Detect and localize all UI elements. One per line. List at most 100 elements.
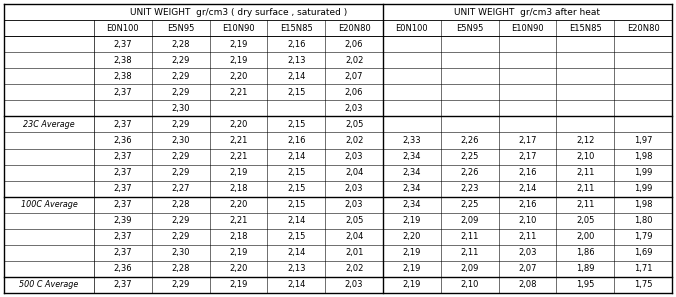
Text: 2,33: 2,33 [403, 136, 421, 145]
Text: 2,14: 2,14 [287, 280, 306, 290]
Text: 2,14: 2,14 [287, 152, 306, 161]
Text: 2,21: 2,21 [229, 88, 247, 97]
Text: 2,02: 2,02 [345, 264, 363, 274]
Text: 2,12: 2,12 [576, 136, 594, 145]
Text: 1,80: 1,80 [634, 216, 652, 225]
Text: 2,34: 2,34 [403, 200, 421, 209]
Text: 2,11: 2,11 [460, 232, 479, 241]
Text: 2,03: 2,03 [345, 200, 364, 209]
Text: 2,30: 2,30 [172, 104, 190, 113]
Text: 2,37: 2,37 [114, 280, 132, 290]
Text: 100C Average: 100C Average [21, 200, 77, 209]
Text: 2,30: 2,30 [172, 248, 190, 257]
Text: 2,37: 2,37 [114, 88, 132, 97]
Text: 2,04: 2,04 [345, 232, 363, 241]
Text: 2,00: 2,00 [576, 232, 594, 241]
Text: 2,39: 2,39 [114, 216, 132, 225]
Text: 2,28: 2,28 [172, 200, 190, 209]
Text: E10N90: E10N90 [511, 23, 544, 33]
Text: 2,29: 2,29 [172, 88, 190, 97]
Text: 2,15: 2,15 [287, 200, 306, 209]
Text: 2,03: 2,03 [345, 152, 364, 161]
Text: 2,19: 2,19 [403, 216, 421, 225]
Text: 2,20: 2,20 [229, 264, 247, 274]
Text: 1,75: 1,75 [634, 280, 652, 290]
Text: 2,27: 2,27 [172, 184, 190, 193]
Text: E15N85: E15N85 [569, 23, 602, 33]
Text: 2,38: 2,38 [114, 72, 132, 81]
Text: 500 C Average: 500 C Average [20, 280, 78, 290]
Text: 1,89: 1,89 [576, 264, 595, 274]
Text: 2,14: 2,14 [287, 72, 306, 81]
Text: 2,34: 2,34 [403, 184, 421, 193]
Text: 2,36: 2,36 [114, 264, 132, 274]
Text: 2,16: 2,16 [518, 168, 537, 177]
Text: 2,30: 2,30 [172, 136, 190, 145]
Text: 2,03: 2,03 [345, 104, 364, 113]
Text: 2,11: 2,11 [460, 248, 479, 257]
Text: 2,37: 2,37 [114, 40, 132, 49]
Text: 2,04: 2,04 [345, 168, 363, 177]
Text: 2,05: 2,05 [345, 120, 363, 129]
Text: E20N80: E20N80 [627, 23, 660, 33]
Text: 2,08: 2,08 [518, 280, 537, 290]
Text: 2,09: 2,09 [460, 264, 479, 274]
Text: 2,17: 2,17 [518, 136, 537, 145]
Text: 2,19: 2,19 [403, 248, 421, 257]
Text: E0N100: E0N100 [395, 23, 428, 33]
Text: UNIT WEIGHT  gr/cm3 after heat: UNIT WEIGHT gr/cm3 after heat [454, 7, 600, 17]
Text: 2,29: 2,29 [172, 280, 190, 290]
Text: E10N90: E10N90 [222, 23, 255, 33]
Text: 2,13: 2,13 [287, 264, 306, 274]
Text: 2,19: 2,19 [403, 264, 421, 274]
Text: 1,99: 1,99 [634, 168, 652, 177]
Text: 2,37: 2,37 [114, 152, 132, 161]
Text: 2,03: 2,03 [518, 248, 537, 257]
Text: 2,18: 2,18 [229, 232, 247, 241]
Text: 2,37: 2,37 [114, 184, 132, 193]
Text: 2,14: 2,14 [287, 216, 306, 225]
Text: 2,37: 2,37 [114, 120, 132, 129]
Text: 2,29: 2,29 [172, 168, 190, 177]
Text: 2,19: 2,19 [229, 168, 247, 177]
Text: 2,13: 2,13 [287, 56, 306, 65]
Text: 2,25: 2,25 [460, 200, 479, 209]
Text: 2,15: 2,15 [287, 232, 306, 241]
Text: 2,19: 2,19 [229, 40, 247, 49]
Text: 2,23: 2,23 [460, 184, 479, 193]
Text: 2,20: 2,20 [229, 120, 247, 129]
Text: E0N100: E0N100 [107, 23, 139, 33]
Text: 2,37: 2,37 [114, 248, 132, 257]
Text: 2,07: 2,07 [518, 264, 537, 274]
Text: 2,10: 2,10 [460, 280, 479, 290]
Text: 2,20: 2,20 [229, 200, 247, 209]
Text: 2,07: 2,07 [345, 72, 364, 81]
Text: E20N80: E20N80 [338, 23, 370, 33]
Text: 2,01: 2,01 [345, 248, 363, 257]
Text: 2,38: 2,38 [114, 56, 132, 65]
Text: 2,17: 2,17 [518, 152, 537, 161]
Text: 2,03: 2,03 [345, 184, 364, 193]
Text: 2,19: 2,19 [229, 248, 247, 257]
Text: 2,15: 2,15 [287, 88, 306, 97]
Text: 2,15: 2,15 [287, 120, 306, 129]
Text: 23C Average: 23C Average [23, 120, 75, 129]
Text: 1,71: 1,71 [634, 264, 652, 274]
Text: 2,29: 2,29 [172, 120, 190, 129]
Text: 1,86: 1,86 [576, 248, 595, 257]
Text: 2,29: 2,29 [172, 232, 190, 241]
Text: 2,06: 2,06 [345, 88, 364, 97]
Text: 2,02: 2,02 [345, 56, 363, 65]
Text: E5N95: E5N95 [167, 23, 195, 33]
Text: 2,20: 2,20 [403, 232, 421, 241]
Text: 2,16: 2,16 [287, 136, 306, 145]
Text: 1,98: 1,98 [634, 200, 652, 209]
Text: 2,34: 2,34 [403, 168, 421, 177]
Text: 2,37: 2,37 [114, 232, 132, 241]
Text: 2,19: 2,19 [229, 280, 247, 290]
Text: 1,79: 1,79 [634, 232, 652, 241]
Text: 2,11: 2,11 [576, 184, 594, 193]
Text: 2,14: 2,14 [287, 248, 306, 257]
Text: 2,29: 2,29 [172, 152, 190, 161]
Text: 2,11: 2,11 [576, 168, 594, 177]
